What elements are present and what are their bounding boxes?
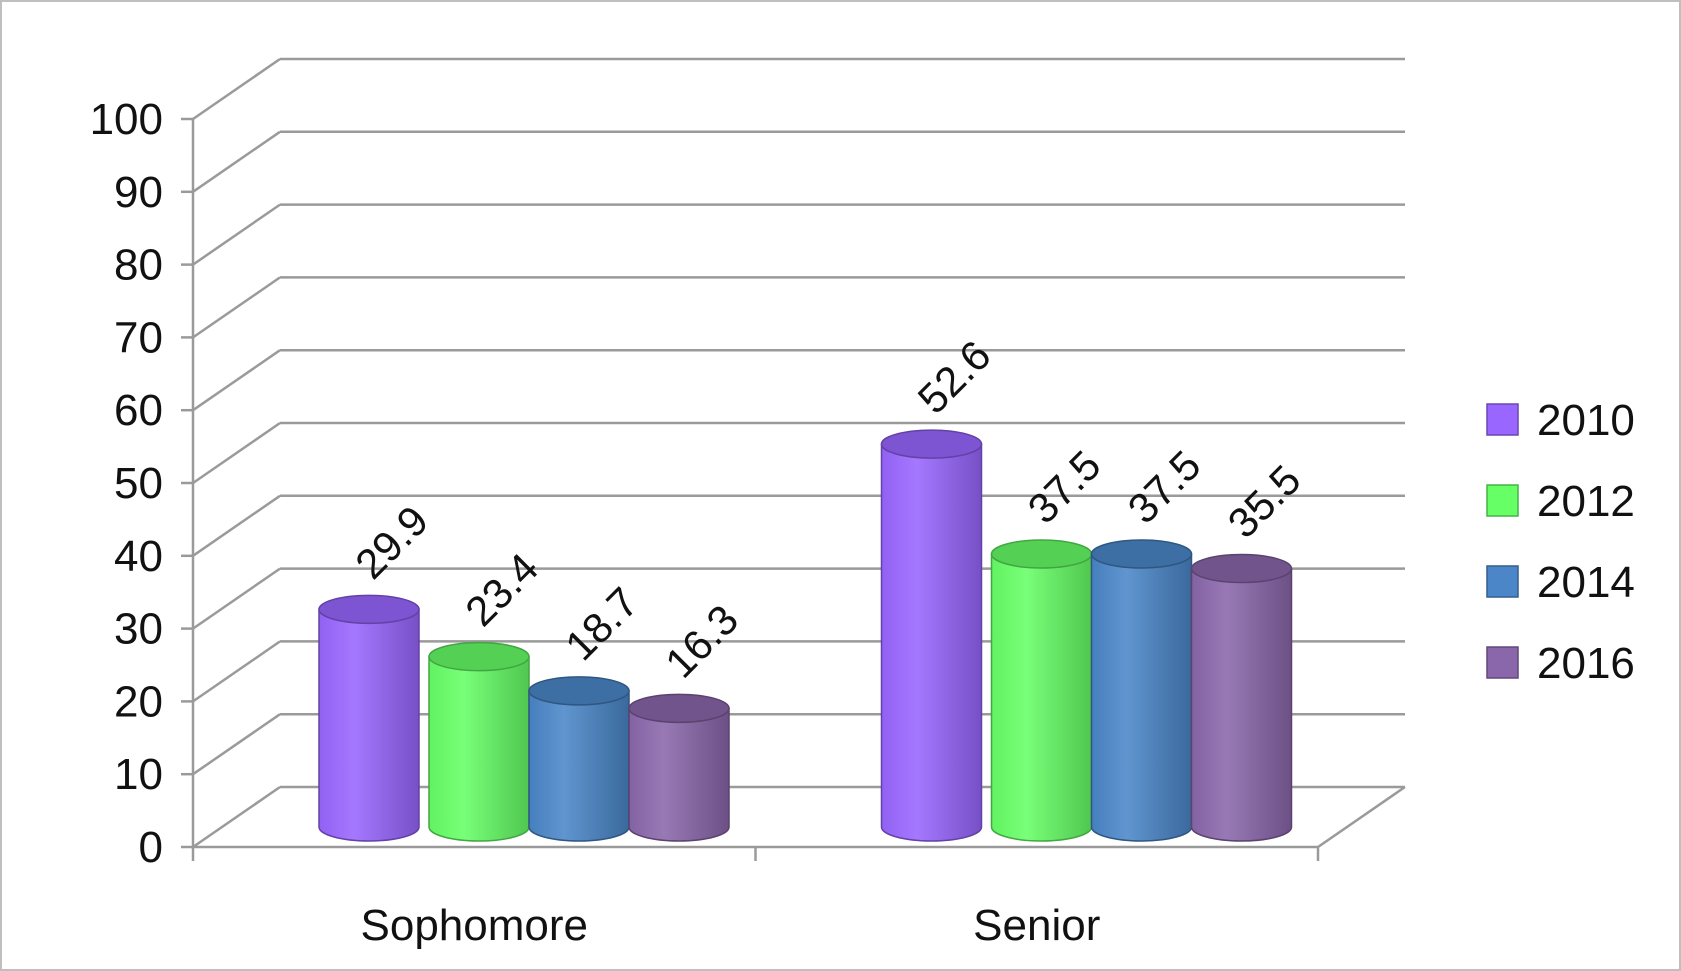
legend-swatch [1486, 403, 1519, 436]
y-tick-label: 10 [114, 750, 163, 799]
bar [990, 539, 1093, 842]
y-tick-label: 40 [114, 532, 163, 581]
bar-top [628, 693, 730, 724]
bar-body [1190, 567, 1293, 842]
y-tick-label: 90 [114, 168, 163, 217]
gridlines [192, 57, 1405, 849]
bar-body [628, 707, 730, 842]
bar-body [318, 608, 420, 842]
gridline-side [192, 494, 281, 557]
y-tick-label: 0 [139, 823, 163, 872]
floor-right-edge [1317, 785, 1406, 849]
bar-top [428, 641, 530, 672]
y-tick-label: 70 [114, 313, 163, 362]
bar-body [428, 655, 530, 842]
bar [1090, 539, 1193, 842]
gridline-side [192, 567, 281, 630]
gridline-side [192, 203, 281, 266]
y-tick-label: 50 [114, 459, 163, 508]
legend-swatch [1486, 565, 1519, 598]
legend-label: 2014 [1537, 558, 1635, 607]
bar [528, 676, 630, 842]
gridline-side [192, 276, 281, 339]
legend-item: 2014 [1486, 558, 1635, 607]
gridline-side [192, 349, 281, 412]
axes: 0 10 20 30 40 50 60 70 80 90 100 Sophomore Senior [90, 95, 1406, 950]
bar [628, 693, 730, 842]
legend-label: 2010 [1537, 396, 1635, 445]
bar-top [1090, 539, 1193, 569]
bar-body [990, 553, 1093, 842]
bars [318, 429, 1293, 842]
legend-label: 2012 [1537, 477, 1635, 526]
x-category-label: Senior [973, 901, 1100, 950]
y-tick-label: 60 [114, 386, 163, 435]
y-tick-label: 20 [114, 677, 163, 726]
gridline-side [192, 421, 281, 485]
bar-body [528, 690, 630, 842]
bar [428, 641, 530, 842]
bar [1190, 553, 1293, 842]
x-category-label: Sophomore [361, 901, 588, 950]
legend-swatch [1486, 484, 1519, 517]
legend-swatch [1486, 646, 1519, 679]
y-tick-label: 30 [114, 605, 163, 654]
bar-body [1090, 553, 1193, 842]
bar-top [528, 676, 630, 706]
gridline-side [192, 713, 281, 776]
legend-item: 2012 [1486, 477, 1635, 526]
bar-top [318, 594, 420, 625]
gridline-side [192, 130, 281, 193]
legend-label: 2016 [1537, 639, 1635, 688]
y-tick-label: 80 [114, 241, 163, 290]
bar [318, 594, 420, 842]
legend-item: 2010 [1486, 396, 1635, 445]
bar [880, 429, 983, 842]
y-tick-label: 100 [90, 95, 163, 144]
legend-item: 2016 [1486, 639, 1635, 688]
gridline-side [192, 640, 281, 703]
gridline-side [192, 57, 281, 121]
gridline-side [192, 785, 281, 849]
bar-top [880, 429, 983, 459]
bar-body [880, 443, 983, 842]
bar-top [990, 539, 1093, 569]
legend: 2010 2012 2014 2016 [1486, 396, 1635, 688]
bar-top [1190, 553, 1293, 584]
